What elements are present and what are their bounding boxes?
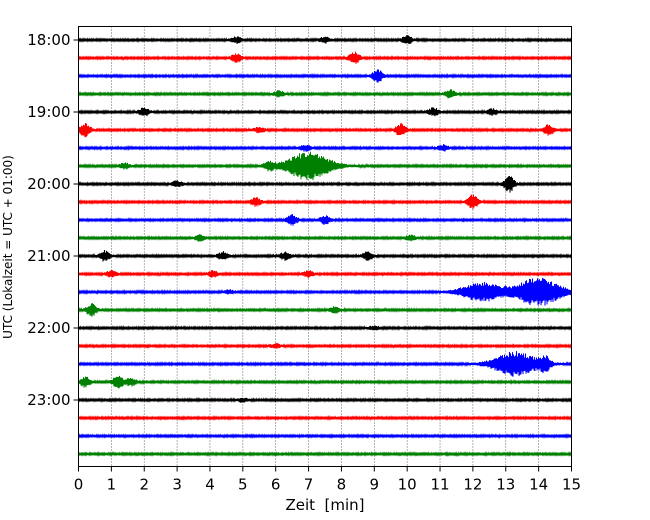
trace-1845 — [78, 89, 572, 99]
y-axis-ticks: 18:00 19:00 20:00 21:00 22:00 23:00 — [27, 31, 79, 409]
trace-2300 — [78, 397, 572, 403]
x-tick-label: 15 — [562, 476, 581, 494]
y-tick-label: 20:00 — [27, 175, 70, 193]
trace-2230 — [78, 351, 572, 377]
trace-2100 — [78, 250, 572, 262]
trace-2000 — [78, 176, 572, 193]
trace-2030 — [78, 214, 572, 226]
y-axis-label: UTC (Lokalzeit = UTC + 01:00) — [1, 155, 15, 339]
x-tick-label: 10 — [398, 476, 417, 494]
plot-frame — [78, 26, 572, 467]
trace-2115 — [78, 270, 572, 278]
grid-lines — [111, 26, 539, 467]
x-tick-label: 8 — [337, 476, 347, 494]
trace-1915 — [78, 123, 572, 138]
trace-1945 — [78, 151, 572, 181]
y-tick-label: 21:00 — [27, 247, 70, 265]
x-tick-label: 5 — [238, 476, 248, 494]
trace-2200 — [78, 325, 572, 332]
trace-2330 — [78, 433, 572, 439]
y-tick-label: 23:00 — [27, 391, 70, 409]
x-tick-label: 0 — [74, 476, 84, 494]
trace-2045 — [78, 234, 572, 242]
trace-2015 — [78, 194, 572, 210]
trace-2215 — [78, 343, 572, 349]
seismic-traces — [78, 35, 572, 457]
y-tick-label: 22:00 — [27, 319, 70, 337]
x-axis-ticks: 0 1 2 3 4 5 6 7 8 9 10 11 12 13 14 15 — [74, 466, 581, 494]
x-tick-label: 7 — [304, 476, 314, 494]
x-tick-label: 1 — [107, 476, 117, 494]
trace-1800 — [78, 35, 572, 45]
trace-2345 — [78, 451, 572, 457]
x-tick-label: 11 — [430, 476, 449, 494]
x-tick-label: 14 — [529, 476, 548, 494]
trace-2145 — [78, 303, 572, 317]
x-tick-label: 13 — [496, 476, 515, 494]
x-tick-label: 6 — [271, 476, 281, 494]
trace-2245 — [78, 375, 572, 389]
trace-2130 — [78, 277, 572, 306]
x-axis-label: Zeit [min] — [285, 496, 364, 514]
x-tick-label: 4 — [205, 476, 215, 494]
y-tick-label: 18:00 — [27, 31, 70, 49]
trace-2315 — [78, 415, 572, 421]
trace-1830 — [78, 69, 572, 83]
x-tick-label: 2 — [139, 476, 149, 494]
trace-1815 — [78, 51, 572, 64]
x-tick-label: 3 — [172, 476, 182, 494]
trace-1900 — [78, 107, 572, 117]
x-tick-label: 9 — [370, 476, 380, 494]
trace-1930 — [78, 144, 572, 152]
x-tick-label: 12 — [463, 476, 482, 494]
y-tick-label: 19:00 — [27, 103, 70, 121]
